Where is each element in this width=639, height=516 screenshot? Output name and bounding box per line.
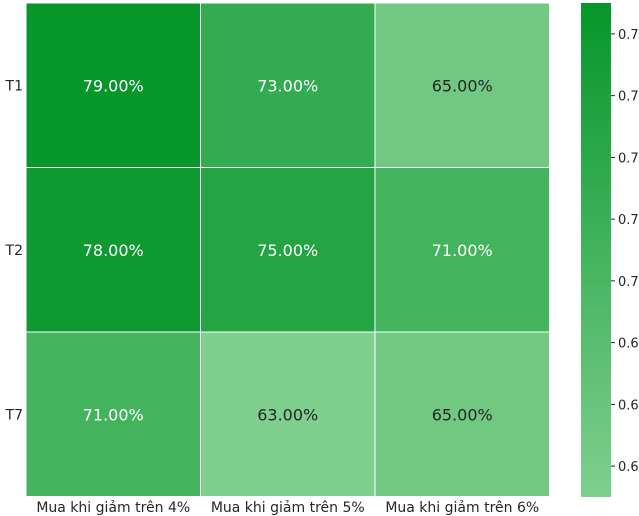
cell-value-label: 71.00% bbox=[432, 241, 493, 260]
heatmap-cell bbox=[25, 167, 201, 333]
column-tick-label: Mua khi giảm trên 5% bbox=[211, 500, 365, 516]
heatmap-cell bbox=[374, 167, 550, 333]
heatmap-cell bbox=[374, 2, 550, 168]
row-tick-label: T2 bbox=[5, 243, 23, 259]
column-labels: Mua khi giảm trên 4% Mua khi giảm trên 5%… bbox=[36, 500, 539, 516]
colorbar-tick-label: 0.76 bbox=[618, 90, 639, 105]
cell-value-label: 71.00% bbox=[83, 405, 144, 424]
colorbar-tick-label: 0.78 bbox=[618, 28, 639, 43]
cell-value-label: 65.00% bbox=[432, 76, 493, 95]
colorbar-ticks: 0.64 0.66 0.68 0.70 0.72 0.74 0.76 0.78 bbox=[611, 28, 639, 475]
heatmap-cell bbox=[374, 331, 550, 497]
heatmap-cell bbox=[200, 167, 376, 333]
row-tick-label: T7 bbox=[5, 407, 23, 423]
colorbar-tick-label: 0.70 bbox=[618, 275, 639, 290]
row-tick-label: T1 bbox=[5, 78, 23, 94]
cell-value-label: 75.00% bbox=[257, 241, 318, 260]
heatmap-cell bbox=[25, 331, 201, 497]
cell-value-label: 79.00% bbox=[83, 76, 144, 95]
column-tick-label: Mua khi giảm trên 6% bbox=[385, 500, 539, 516]
colorbar-tick-label: 0.64 bbox=[618, 460, 639, 475]
colorbar-tick-label: 0.74 bbox=[618, 151, 639, 166]
colorbar-tick-label: 0.68 bbox=[618, 337, 639, 352]
colorbar-tick-label: 0.72 bbox=[618, 213, 639, 228]
colorbar-tick-label: 0.66 bbox=[618, 398, 639, 413]
row-labels: T1 T2 T7 bbox=[5, 78, 23, 423]
heatmap-cells: 79.00% 73.00% 65.00% 78.00% 75.00% 71.00% 71.0… bbox=[25, 2, 550, 497]
heatmap-cell bbox=[200, 331, 376, 497]
heatmap-cell bbox=[200, 2, 376, 168]
cell-value-label: 78.00% bbox=[83, 241, 144, 260]
cell-value-label: 73.00% bbox=[257, 76, 318, 95]
cell-value-label: 65.00% bbox=[432, 405, 493, 424]
column-tick-label: Mua khi giảm trên 4% bbox=[36, 500, 190, 516]
cell-value-label: 63.00% bbox=[257, 405, 318, 424]
heatmap-cell bbox=[25, 2, 201, 168]
colorbar-gradient bbox=[581, 3, 611, 497]
colorbar: 0.64 0.66 0.68 0.70 0.72 0.74 0.76 0.78 bbox=[581, 3, 639, 497]
